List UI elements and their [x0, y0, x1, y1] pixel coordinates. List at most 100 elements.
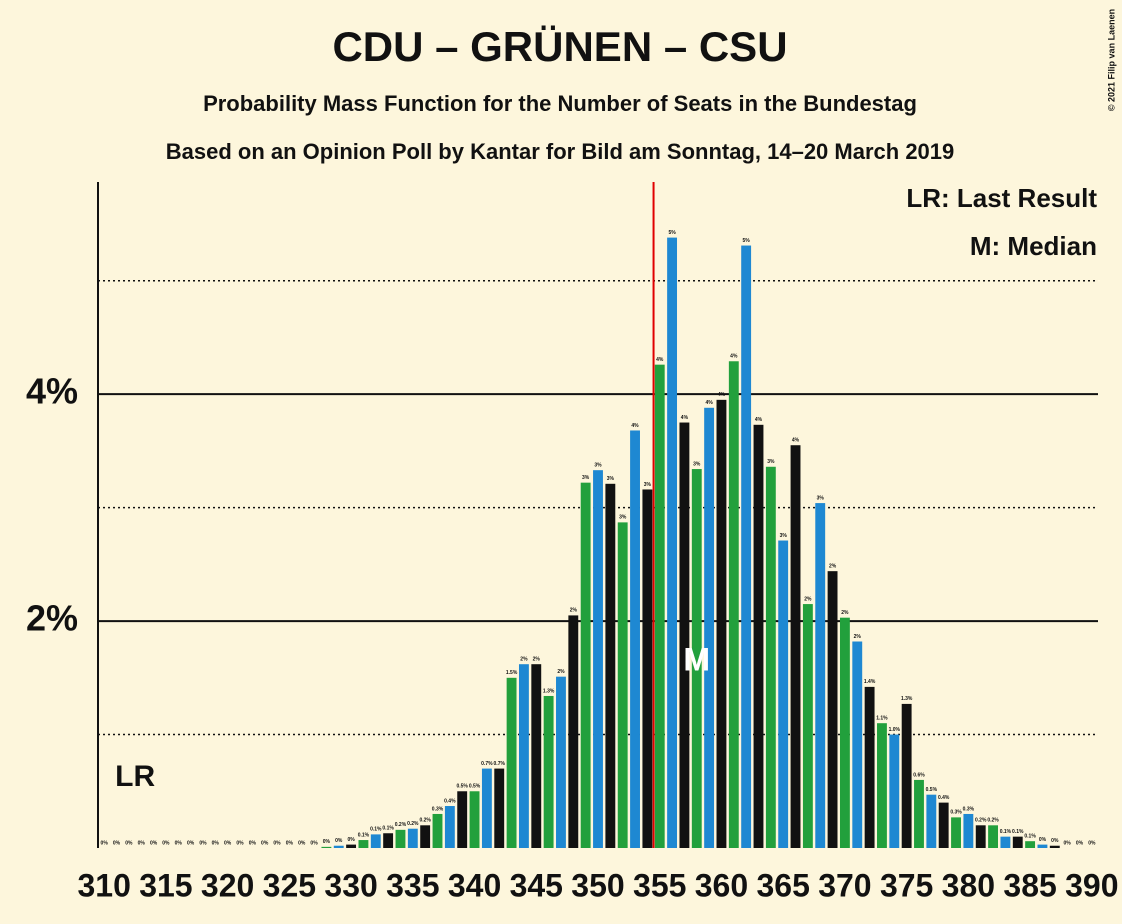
bar: [728, 361, 739, 848]
value-label: 4%: [718, 392, 726, 398]
x-tick-label: 375: [880, 867, 933, 903]
value-label: 0.5%: [456, 784, 468, 790]
value-label: 0%: [212, 840, 220, 846]
value-label: 0.3%: [963, 806, 975, 812]
x-tick-label: 330: [324, 867, 377, 903]
value-label: 4%: [656, 357, 664, 363]
subtitle: Probability Mass Function for the Number…: [203, 91, 917, 116]
value-label: 0.5%: [469, 784, 481, 790]
bar: [432, 813, 443, 848]
bar: [691, 469, 702, 848]
value-label: 1.5%: [506, 670, 518, 676]
x-tick-label: 360: [695, 867, 748, 903]
value-label: 0.2%: [419, 818, 431, 824]
bar: [506, 677, 517, 848]
value-label: 0%: [1051, 838, 1059, 844]
bar: [753, 424, 764, 848]
value-label: 3%: [780, 533, 788, 539]
bar: [1049, 845, 1060, 848]
value-label: 0.2%: [975, 818, 987, 824]
value-label: 4%: [730, 354, 738, 360]
value-label: 1.3%: [901, 696, 913, 702]
value-label: 3%: [582, 475, 590, 481]
bar: [926, 794, 937, 848]
legend-entry: M: Median: [970, 231, 1097, 261]
bar: [988, 825, 998, 848]
x-tick-label: 325: [263, 867, 316, 903]
value-label: 0.1%: [370, 827, 382, 833]
value-label: 0%: [236, 840, 244, 846]
value-label: 0.3%: [432, 806, 444, 812]
x-tick-label: 370: [818, 867, 871, 903]
value-label: 2%: [829, 563, 837, 569]
value-label: 0.3%: [950, 810, 962, 816]
value-label: 0%: [175, 840, 183, 846]
value-label: 3%: [644, 482, 652, 488]
bar: [839, 617, 850, 848]
bar: [951, 817, 961, 848]
value-label: 4%: [681, 415, 689, 421]
bar: [852, 641, 863, 848]
x-tick-label: 345: [510, 867, 563, 903]
value-label: 2%: [804, 596, 812, 602]
bar: [556, 676, 566, 848]
y-tick-label: 4%: [26, 371, 78, 412]
bar: [975, 825, 986, 848]
value-label: 1.1%: [876, 716, 888, 722]
value-label: 1.0%: [889, 727, 901, 733]
x-tick-label: 385: [1003, 867, 1056, 903]
bar: [531, 664, 542, 848]
x-tick-label: 355: [633, 867, 686, 903]
bar: [741, 245, 752, 848]
x-tick-label: 365: [756, 867, 809, 903]
value-label: 0%: [323, 839, 331, 845]
x-tick-label: 335: [386, 867, 439, 903]
bar: [679, 422, 690, 848]
subtitle: Based on an Opinion Poll by Kantar for B…: [166, 139, 955, 164]
x-tick-label: 350: [571, 867, 624, 903]
x-tick-label: 320: [201, 867, 254, 903]
bar: [617, 522, 628, 848]
bar: [765, 466, 776, 848]
value-label: 2%: [520, 657, 528, 663]
bar: [827, 571, 838, 848]
value-label: 0%: [347, 837, 355, 843]
x-tick-label: 390: [1065, 867, 1118, 903]
bar: [593, 470, 603, 848]
bar: [914, 779, 924, 848]
value-label: 0.4%: [938, 795, 950, 801]
median-marker: M: [683, 641, 710, 677]
bar: [605, 483, 616, 848]
value-label: 0.1%: [1000, 829, 1012, 835]
value-label: 2%: [841, 610, 849, 616]
bar: [938, 802, 949, 848]
value-label: 2%: [533, 657, 541, 663]
bar: [407, 828, 418, 848]
bar: [395, 829, 406, 848]
x-tick-label: 310: [77, 867, 130, 903]
legend-entry: LR: Last Result: [906, 183, 1097, 213]
bar: [815, 503, 826, 848]
bar: [654, 364, 665, 848]
value-label: 0%: [335, 838, 343, 844]
value-label: 0%: [261, 840, 269, 846]
value-label: 0%: [286, 840, 294, 846]
value-label: 0%: [162, 840, 170, 846]
x-tick-label: 315: [139, 867, 192, 903]
bar: [642, 489, 653, 848]
value-label: 4%: [755, 417, 763, 423]
bar: [716, 399, 727, 848]
bar: [494, 768, 505, 848]
bar: [358, 840, 369, 848]
bar: [420, 825, 431, 848]
bar: [667, 237, 678, 848]
value-label: 0.1%: [382, 826, 394, 832]
value-label: 0%: [138, 840, 146, 846]
value-label: 0%: [1039, 837, 1047, 843]
value-label: 0%: [298, 840, 306, 846]
bar: [790, 445, 801, 848]
value-label: 2%: [557, 669, 565, 675]
value-label: 0.2%: [407, 821, 419, 827]
